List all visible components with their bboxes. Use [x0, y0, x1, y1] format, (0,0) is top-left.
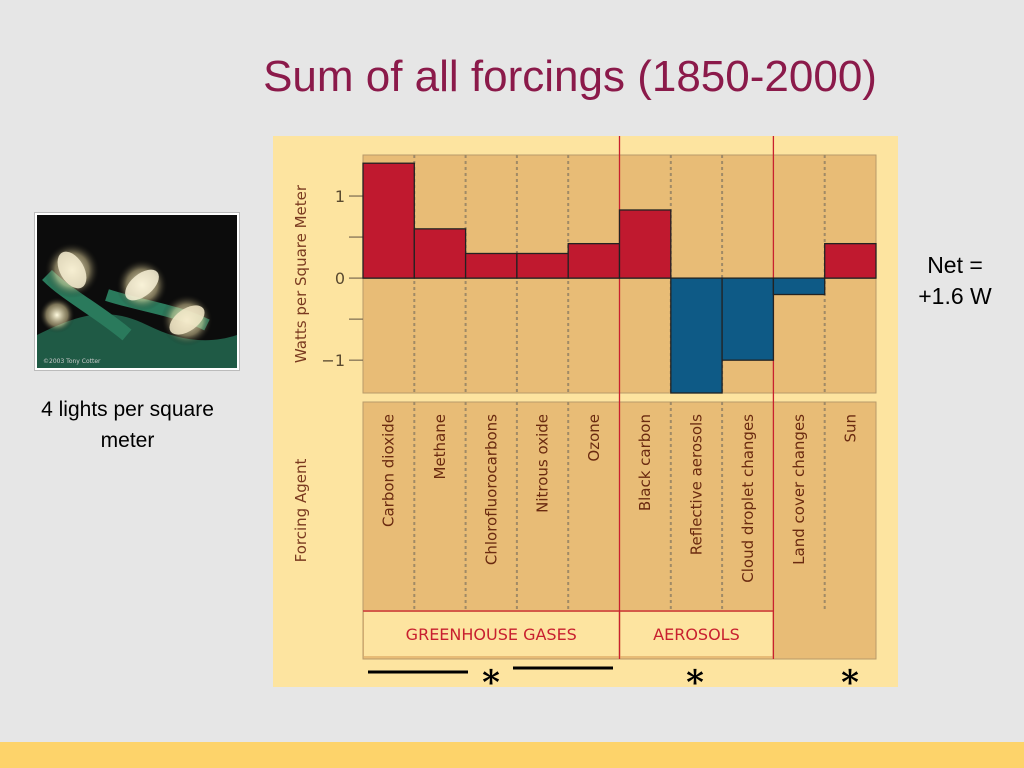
bar-reflective-aerosols: [670, 277, 723, 394]
bar-methane: [413, 228, 467, 279]
bar-ozone: [567, 242, 621, 279]
y-axis-label: Watts per Square Meter: [292, 184, 310, 363]
bar-land-cover-changes: [772, 277, 826, 296]
category-label: Reflective aerosols: [687, 414, 705, 555]
bar-sun: [824, 242, 877, 279]
category-label: Methane: [431, 414, 449, 480]
forcings-chart: 1 0 −1 Watts per Square Meter Forcing Agent C…: [273, 136, 898, 703]
category-label: Black carbon: [636, 414, 654, 511]
net-forcing-label: Net = +1.6 W: [900, 250, 1010, 312]
bottom-accent-bar: [0, 742, 1024, 768]
category-label: Sun: [841, 414, 859, 443]
y-tick-label: −1: [321, 351, 345, 370]
group-label: AEROSOLS: [653, 625, 740, 644]
category-label: Nitrous oxide: [534, 414, 552, 513]
light-bulbs-image: [37, 215, 237, 368]
net-label-line2: +1.6 W: [918, 283, 992, 309]
y-tick-label: 1: [335, 187, 345, 206]
forcings-chart-svg: 1 0 −1 Watts per Square Meter Forcing Agent C…: [273, 136, 898, 703]
category-label: Carbon dioxide: [380, 414, 398, 527]
group-label: GREENHOUSE GASES: [406, 625, 577, 644]
bar-carbon-dioxide: [362, 162, 415, 279]
photo-caption: 4 lights per square meter: [41, 398, 214, 452]
y-tick-label: 0: [335, 269, 345, 288]
photo-credit: ©2003 Tony Cotter: [43, 358, 101, 365]
bar-nitrous-oxide: [516, 252, 569, 279]
net-label-line1: Net =: [927, 252, 983, 278]
asterisk-marker: *: [482, 663, 500, 687]
category-label: Chlorofluorocarbons: [482, 414, 500, 565]
x-axis-label: Forcing Agent: [292, 459, 310, 563]
bar-cloud-droplet-changes: [721, 277, 775, 361]
bar-chlorofluorocarbons: [464, 252, 518, 279]
bar-black-carbon: [618, 209, 672, 279]
group-band: [620, 612, 773, 656]
light-bulbs-photo: ©2003 Tony Cotter: [35, 213, 239, 370]
group-band: [364, 612, 619, 656]
asterisk-marker: *: [841, 663, 859, 687]
asterisk-marker: *: [686, 663, 704, 687]
category-label: Cloud droplet changes: [739, 414, 757, 583]
slide-title: Sum of all forcings (1850-2000): [263, 52, 877, 101]
category-label: Land cover changes: [790, 414, 808, 565]
category-label: Ozone: [585, 414, 603, 462]
